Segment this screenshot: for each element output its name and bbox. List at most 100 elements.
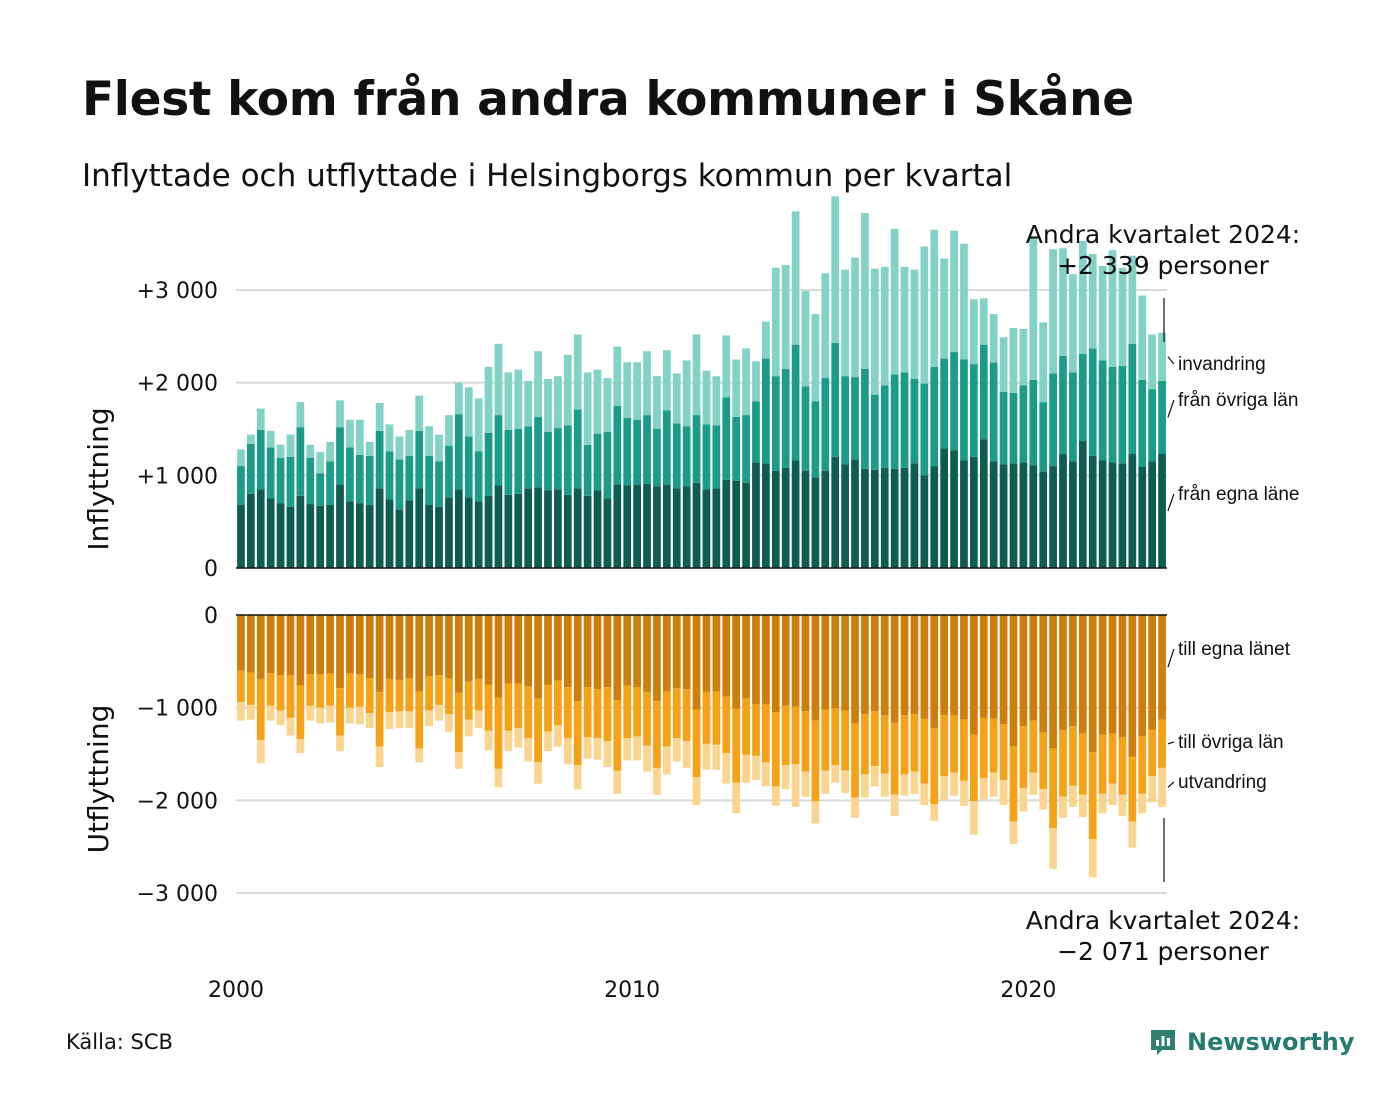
bar-segment: [712, 376, 721, 426]
bar-segment: [870, 766, 879, 787]
bar-segment: [346, 501, 354, 568]
bar-segment: [672, 688, 681, 739]
bar-segment: [890, 615, 899, 723]
bar-segment: [474, 678, 483, 711]
bar-segment: [563, 687, 572, 739]
bar-segment: [336, 484, 344, 568]
bar-segment: [861, 615, 869, 715]
bar-segment: [662, 350, 671, 411]
bar-segment: [405, 429, 414, 456]
bar-segment: [464, 497, 473, 568]
bar-segment: [454, 414, 463, 490]
bar-segment: [791, 344, 800, 461]
bar-segment: [435, 461, 443, 507]
bar-segment: [970, 456, 978, 568]
series-label-leader: [1167, 493, 1175, 512]
bar-segment: [950, 450, 958, 568]
bar-segment: [514, 683, 523, 729]
bar-segment: [960, 460, 968, 568]
bar-segment: [613, 770, 622, 794]
bar-segment: [246, 493, 255, 568]
bar-segment: [1128, 343, 1137, 455]
bar-segment: [554, 489, 562, 568]
bar-segment: [950, 352, 958, 451]
bar-segment: [712, 488, 721, 568]
series-label: till övriga län: [1178, 732, 1284, 753]
bar-segment: [643, 691, 651, 746]
bar-segment: [296, 615, 305, 686]
bar-segment: [702, 424, 711, 490]
bar-segment: [880, 615, 889, 716]
bar-segment: [752, 462, 760, 568]
bar-segment: [662, 410, 671, 485]
bar-segment: [672, 615, 681, 689]
bar-segment: [454, 692, 463, 753]
bar-segment: [890, 722, 899, 795]
bar-segment: [395, 436, 404, 460]
bar-segment: [1049, 615, 1057, 749]
bar-segment: [692, 334, 701, 416]
bar-segment: [732, 359, 741, 417]
bar-segment: [1039, 615, 1048, 733]
bar-segment: [405, 615, 414, 679]
bar-segment: [979, 298, 988, 345]
bar-segment: [583, 372, 592, 445]
brand[interactable]: Newsworthy: [1148, 1024, 1355, 1060]
bar-segment: [662, 746, 671, 775]
bar-segment: [930, 229, 939, 367]
bar-segment: [1128, 821, 1137, 848]
bar-segment: [801, 386, 810, 471]
series-label-leader: [1167, 356, 1175, 365]
bar-segment: [682, 426, 691, 487]
bar-segment: [1108, 615, 1117, 734]
bar-segment: [554, 680, 562, 726]
source-note: Källa: SCB: [66, 1030, 173, 1054]
bar-segment: [276, 675, 285, 711]
bar-segment: [573, 488, 582, 568]
bar-segment: [593, 738, 602, 760]
bar-segment: [801, 771, 810, 797]
bar-segment: [474, 710, 483, 729]
bar-segment: [454, 382, 463, 415]
bar-segment: [1148, 615, 1157, 730]
bar-segment: [692, 777, 701, 805]
bar-segment: [603, 741, 612, 767]
bar-segment: [623, 738, 632, 761]
bar-segment: [623, 362, 632, 418]
bar-segment: [425, 455, 433, 505]
bar-segment: [890, 228, 899, 375]
bar-segment: [930, 466, 939, 568]
bar-segment: [296, 402, 305, 428]
newsworthy-logo-icon: [1151, 1030, 1175, 1055]
bar-segment: [910, 771, 919, 794]
bar-segment: [930, 728, 939, 805]
bar-segment: [851, 615, 859, 724]
bar-segment: [1019, 462, 1028, 568]
bar-segment: [920, 615, 929, 719]
bar-segment: [514, 493, 523, 568]
bar-segment: [1098, 460, 1107, 568]
bar-segment: [682, 360, 691, 427]
bar-segment: [494, 415, 503, 486]
bar-segment: [1108, 462, 1117, 568]
bar-segment: [573, 409, 582, 489]
bar-segment: [385, 678, 394, 713]
bar-segment: [534, 762, 542, 784]
y-tick-label: 0: [204, 604, 218, 629]
bar-segment: [950, 772, 958, 796]
bar-segment: [445, 445, 453, 498]
bar-segment: [653, 767, 661, 795]
bar-segment: [900, 372, 909, 468]
bar-segment: [484, 495, 493, 568]
bar-segment: [960, 243, 968, 360]
bar-segment: [1049, 748, 1057, 829]
bar-segment: [930, 804, 939, 821]
bar-segment: [880, 385, 889, 468]
bar-segment: [989, 718, 998, 773]
bar-segment: [237, 670, 245, 703]
bar-segment: [950, 715, 958, 773]
bar-segment: [246, 615, 255, 673]
bar-segment: [781, 615, 790, 706]
bar-segment: [940, 776, 949, 800]
bar-segment: [514, 429, 523, 494]
